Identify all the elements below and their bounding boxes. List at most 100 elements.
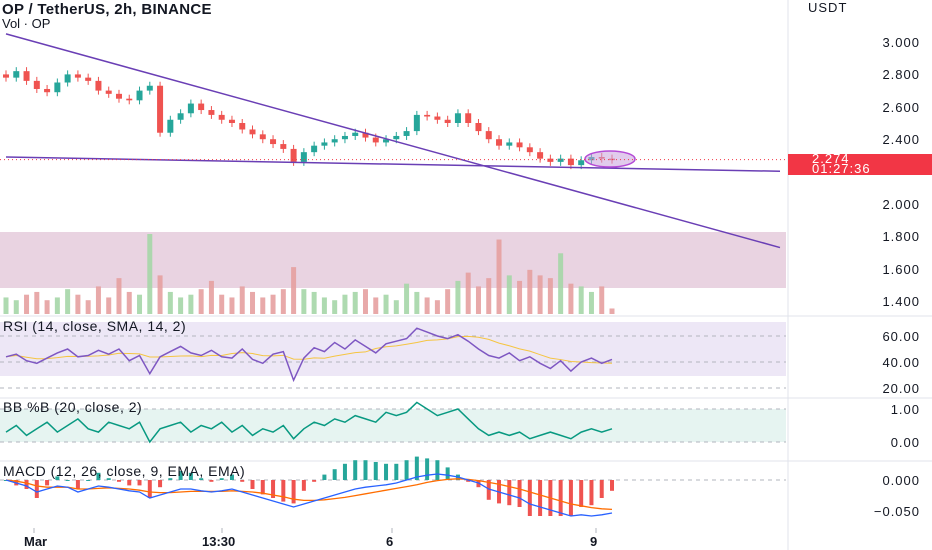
macd-histogram-bar (55, 476, 60, 480)
macd-histogram-bar (291, 480, 296, 504)
volume-bar (506, 275, 512, 314)
macd-histogram-bar (219, 478, 224, 480)
volume-bar (373, 297, 379, 314)
candle-body (136, 90, 143, 101)
candle-body (393, 135, 400, 140)
candle-body (372, 137, 379, 143)
candle-body (85, 77, 92, 81)
volume-bar (517, 280, 523, 314)
macd-histogram-bar (24, 480, 29, 489)
candle-body (485, 131, 492, 140)
candle-body (465, 113, 472, 123)
macd-histogram-bar (250, 480, 255, 489)
macd-histogram-bar (342, 463, 347, 480)
candle-body (341, 135, 348, 140)
volume-bar (229, 297, 235, 314)
macd-histogram-bar (610, 480, 614, 491)
candle-body (64, 74, 71, 83)
candle-body (228, 119, 235, 123)
price-tick: 2.000 (882, 197, 920, 212)
candle-body (424, 114, 431, 117)
price-tick: 2.600 (882, 100, 920, 115)
price-tick: 2.800 (882, 67, 920, 82)
volume-bar (578, 286, 584, 314)
volume-bar (270, 294, 276, 314)
candle-body (95, 80, 102, 91)
candle-body (403, 131, 410, 136)
time-label: 13:30 (202, 534, 236, 549)
macd-histogram-bar (240, 480, 245, 482)
macd-histogram-bar (312, 480, 317, 482)
candle-body (115, 93, 122, 99)
macd-histogram-bar (466, 480, 471, 482)
macd-histogram-bar (445, 467, 450, 480)
volume-bar (537, 275, 543, 314)
candle-body (537, 152, 544, 159)
candle-body (249, 129, 256, 135)
macd-histogram-bar (65, 480, 70, 481)
volume-bar (609, 308, 615, 314)
candle-body (270, 139, 277, 145)
volume-bar (95, 286, 101, 314)
macd-histogram-bar (34, 480, 39, 498)
candle-body (557, 158, 564, 162)
macd-histogram-bar (332, 469, 337, 480)
volume-bar (424, 297, 430, 314)
rsi-label[interactable]: RSI (14, close, SMA, 14, 2) (3, 318, 187, 334)
candle-body (74, 74, 81, 78)
candle-body (383, 139, 390, 143)
candle-body (578, 160, 585, 166)
candle-body (157, 85, 164, 133)
volume-bar (280, 289, 286, 314)
macd-histogram-bar (363, 460, 368, 480)
macd-histogram-bar (301, 480, 306, 491)
macd-histogram-bar (188, 472, 193, 480)
candle-body (105, 90, 112, 94)
candle-body (567, 158, 574, 166)
macd-histogram-bar (96, 472, 101, 480)
macd-histogram-bar (199, 478, 204, 480)
macd-label[interactable]: MACD (12, 26, close, 9, EMA, EMA) (3, 463, 246, 479)
currency-label[interactable]: USDT (808, 0, 848, 15)
candle-body (454, 113, 461, 123)
volume-bar (588, 291, 594, 314)
macd-histogram-bar (373, 462, 378, 480)
bb-tick: 0.00 (890, 435, 920, 450)
rsi-tick: 20.00 (882, 381, 920, 396)
candle-body (146, 85, 153, 91)
volume-bar (188, 294, 194, 314)
volume-bar (65, 289, 71, 314)
volume-bar (352, 291, 358, 314)
trendline (5, 33, 781, 249)
candle-body (311, 145, 318, 153)
macd-histogram-bar (137, 480, 142, 486)
macd-tick: −0.050 (873, 504, 920, 519)
macd-histogram-bar (384, 463, 389, 480)
volume-bar (332, 300, 338, 314)
macd-histogram-bar (558, 480, 563, 516)
macd-histogram-bar (147, 480, 152, 498)
volume-bar (291, 267, 297, 314)
volume-bar (301, 289, 307, 314)
candle-body (496, 139, 503, 146)
candle-body (331, 139, 338, 143)
volume-highlight-box (0, 232, 786, 288)
candle-body (444, 119, 451, 123)
macd-histogram-bar (568, 480, 573, 516)
volume-bar (404, 283, 410, 314)
macd-histogram-bar (178, 471, 183, 480)
macd-histogram-bar (209, 480, 214, 482)
macd-line (5, 473, 613, 517)
bb-label[interactable]: BB %B (20, close, 2) (3, 399, 143, 415)
macd-histogram-bar (45, 480, 50, 486)
candle-body (290, 148, 297, 162)
macd-histogram-bar (589, 480, 594, 506)
volume-bar (198, 289, 204, 314)
candle-body (54, 82, 61, 93)
candle-body (239, 123, 246, 130)
price-tick: 2.400 (882, 132, 920, 147)
symbol-title[interactable]: OP / TetherUS, 2h, BINANCE (2, 1, 212, 18)
macd-histogram-bar (281, 480, 286, 502)
highlight-ellipse (584, 150, 636, 168)
